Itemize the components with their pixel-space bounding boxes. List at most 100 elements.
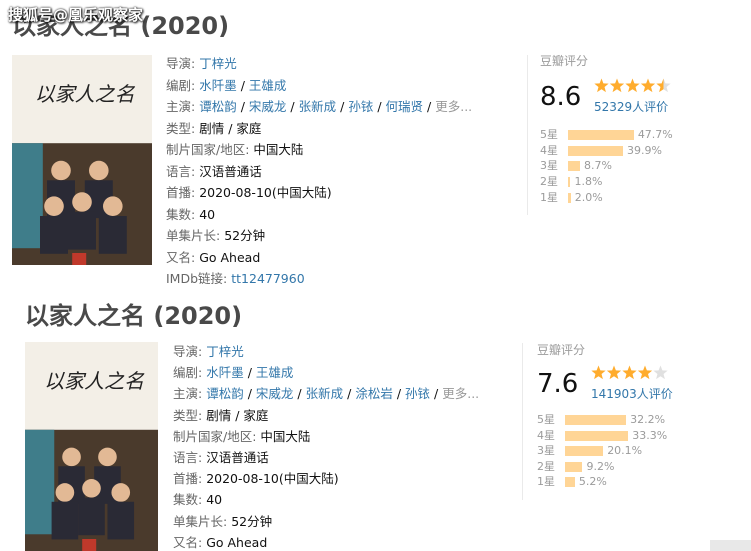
- info-row: 又名: Go Ahead: [173, 535, 267, 551]
- info-value: 52分钟: [231, 513, 273, 529]
- info-link[interactable]: 孙铱: [348, 99, 374, 114]
- poster-title: 以家人之名: [44, 369, 145, 393]
- rating-score: 8.6: [540, 82, 582, 112]
- info-link[interactable]: 何瑞贤: [385, 99, 424, 114]
- star: [637, 365, 653, 380]
- rating-bar: [565, 461, 583, 472]
- poster-logo: [72, 253, 87, 265]
- separator: /: [235, 407, 240, 423]
- poster-shelf: [25, 429, 55, 535]
- more-link[interactable]: 更多...: [435, 99, 473, 114]
- info-value: 中国大陆: [253, 142, 304, 157]
- separator: /: [347, 386, 352, 402]
- info-row: 集数: 40: [173, 492, 222, 508]
- info-link[interactable]: 谭松韵: [199, 99, 237, 114]
- info-label: 编剧:: [166, 77, 196, 93]
- info-link[interactable]: 宋威龙: [255, 386, 294, 402]
- star: [622, 365, 637, 380]
- entry-title: 以家人之名 (2020): [25, 296, 242, 331]
- info-label: 单集片长:: [166, 228, 221, 243]
- poster-face: [62, 447, 81, 467]
- rating-label: 豆瓣评分: [537, 343, 586, 357]
- info-label: 类型:: [166, 120, 196, 136]
- rating-divider: [522, 343, 523, 500]
- info-label: 制片国家/地区:: [173, 428, 257, 444]
- poster-body: [68, 211, 96, 250]
- rating-bar: [565, 446, 604, 456]
- poster-face: [44, 196, 64, 216]
- info-label: IMDb链接:: [166, 271, 228, 286]
- separator: /: [290, 99, 295, 114]
- poster-body: [51, 501, 79, 540]
- rating-votes[interactable]: 52329人评价: [594, 100, 669, 114]
- more-link[interactable]: 更多...: [442, 386, 480, 402]
- separator: /: [228, 120, 233, 136]
- info-label: 制片国家/地区:: [166, 142, 250, 157]
- info-link[interactable]: 水阡墨: [206, 365, 244, 381]
- rating-bar: [565, 415, 627, 425]
- info-row: 导演: 丁梓光: [173, 344, 244, 360]
- separator: /: [396, 386, 402, 402]
- rating-divider: [527, 55, 528, 215]
- rating-stars: [591, 365, 668, 380]
- star: [594, 78, 609, 93]
- info-value: 家庭: [236, 120, 262, 136]
- info-label: 主演:: [166, 99, 196, 114]
- info-row: 制片国家/地区: 中国大陆: [166, 142, 303, 158]
- percent-label: 2.0%: [574, 190, 603, 204]
- info-link[interactable]: 谭松韵: [206, 386, 244, 402]
- info-link[interactable]: 孙铱: [405, 386, 431, 402]
- rating-votes[interactable]: 141903人评价: [591, 387, 673, 401]
- info-link[interactable]: 宋威龙: [248, 99, 287, 114]
- rating-label: 豆瓣评分: [540, 54, 589, 68]
- rating-bar: [565, 430, 629, 441]
- star: [625, 78, 640, 93]
- percent-label: 9.2%: [586, 459, 615, 473]
- info-link[interactable]: 丁梓光: [206, 344, 244, 359]
- info-link[interactable]: 水阡墨: [199, 77, 237, 93]
- info-link[interactable]: 张新成: [305, 386, 344, 402]
- star: [656, 78, 671, 93]
- info-row: 首播: 2020-08-10(中国大陆): [166, 185, 332, 201]
- info-label: 语言:: [166, 163, 196, 179]
- separator: /: [247, 365, 252, 381]
- entry-title: 以家人之名 (2020): [12, 6, 229, 41]
- info-link[interactable]: 张新成: [298, 99, 337, 114]
- separator: /: [427, 99, 432, 114]
- separator: /: [240, 99, 245, 114]
- info-value: 2020-08-10(中国大陆): [199, 185, 332, 200]
- info-label: 集数:: [166, 206, 196, 222]
- poster-shelf: [12, 143, 43, 249]
- info-value: 汉语普通话: [199, 163, 262, 179]
- info-row: 类型: 剧情 / 家庭: [173, 408, 268, 424]
- rating-bar: [568, 177, 571, 188]
- separator: /: [247, 386, 252, 402]
- info-link[interactable]: 涂松岩: [355, 386, 393, 402]
- info-label: 主演:: [173, 386, 203, 402]
- info-label: 又名:: [166, 249, 196, 265]
- percent-label: 32.2%: [630, 413, 666, 426]
- percent-label: 1.8%: [574, 175, 603, 189]
- percent-label: 5.2%: [578, 475, 607, 488]
- info-label: 编剧:: [173, 365, 203, 381]
- star: [640, 78, 656, 93]
- star-label: 5星: [537, 413, 555, 426]
- info-row: 单集片长: 52分钟: [173, 514, 272, 530]
- info-value: Go Ahead: [206, 534, 268, 550]
- poster[interactable]: 以家人之名: [25, 342, 158, 551]
- separator: /: [240, 77, 245, 93]
- info-value: 40: [199, 206, 216, 222]
- poster[interactable]: 以家人之名: [12, 55, 152, 265]
- info-link[interactable]: 王雄成: [248, 77, 287, 93]
- info-label: 导演:: [173, 344, 203, 359]
- poster-face: [98, 447, 117, 467]
- info-link[interactable]: 王雄成: [255, 365, 294, 381]
- title-text: 以家人之名: [12, 12, 132, 40]
- info-row: 集数: 40: [166, 207, 215, 223]
- rating-score: 7.6: [537, 369, 579, 399]
- star: [653, 365, 668, 380]
- info-link[interactable]: 丁梓光: [199, 56, 237, 71]
- info-link[interactable]: tt12477960: [231, 271, 305, 286]
- title-year: (2020): [140, 12, 230, 40]
